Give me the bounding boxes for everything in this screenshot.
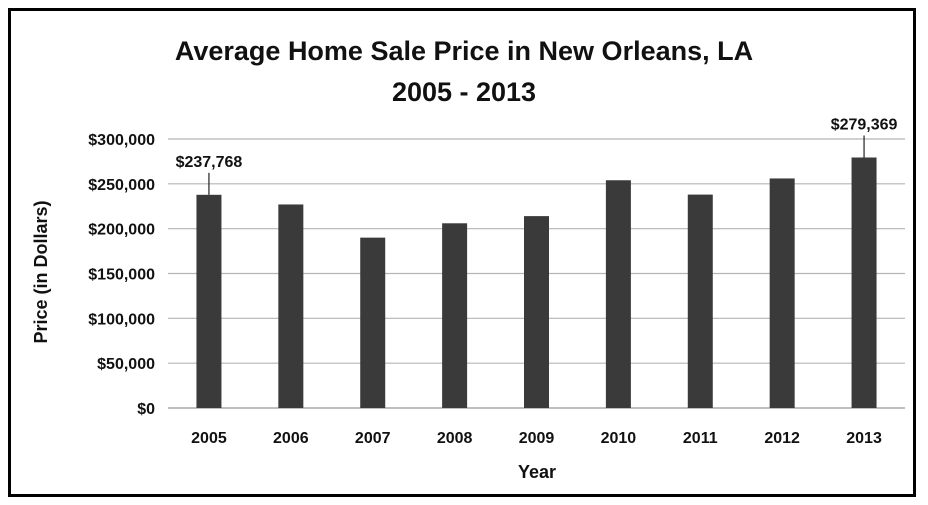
x-tick-label: 2009 — [519, 430, 555, 447]
x-axis-label: Year — [518, 462, 556, 482]
x-tick-label: 2013 — [846, 430, 882, 447]
x-tick-label: 2011 — [683, 430, 718, 447]
data-label: $279,369 — [831, 116, 898, 133]
bar-2007 — [360, 237, 386, 408]
x-tick-label: 2012 — [764, 430, 800, 447]
x-tick-label: 2005 — [191, 430, 227, 447]
y-tick-label: $50,000 — [97, 356, 155, 373]
bar-2013 — [851, 157, 877, 408]
x-tick-label: 2010 — [601, 430, 637, 447]
y-tick-label: $150,000 — [88, 267, 155, 284]
bar-2010 — [605, 180, 631, 408]
x-axis-ticks: 2005 2006 2007 2008 2009 2010 2011 2012 2013 — [191, 430, 882, 447]
bar-2011 — [687, 194, 713, 408]
bar-2009 — [524, 216, 549, 408]
y-tick-label: $100,000 — [88, 311, 155, 328]
data-labels: $237,768 $279,369 — [176, 116, 898, 195]
chart-subtitle: 2005 - 2013 — [392, 77, 536, 107]
y-tick-label: $250,000 — [88, 177, 155, 194]
x-tick-label: 2007 — [355, 430, 391, 447]
y-tick-label: $0 — [137, 401, 155, 418]
chart-title: Average Home Sale Price in New Orleans, … — [175, 36, 753, 66]
bar-2006 — [278, 204, 304, 408]
bar-2008 — [442, 223, 468, 408]
y-tick-label: $200,000 — [88, 222, 155, 239]
y-tick-label: $300,000 — [88, 132, 155, 149]
y-axis-ticks: $0 $50,000 $100,000 $150,000 $200,000 $250,00… — [88, 132, 155, 418]
x-tick-label: 2008 — [437, 430, 473, 447]
bar-2012 — [769, 178, 795, 408]
x-tick-label: 2006 — [273, 430, 309, 447]
y-axis-label: Price (in Dollars) — [31, 200, 51, 343]
bar-2005 — [196, 194, 222, 408]
bars — [196, 157, 877, 408]
data-label: $237,768 — [176, 154, 243, 171]
